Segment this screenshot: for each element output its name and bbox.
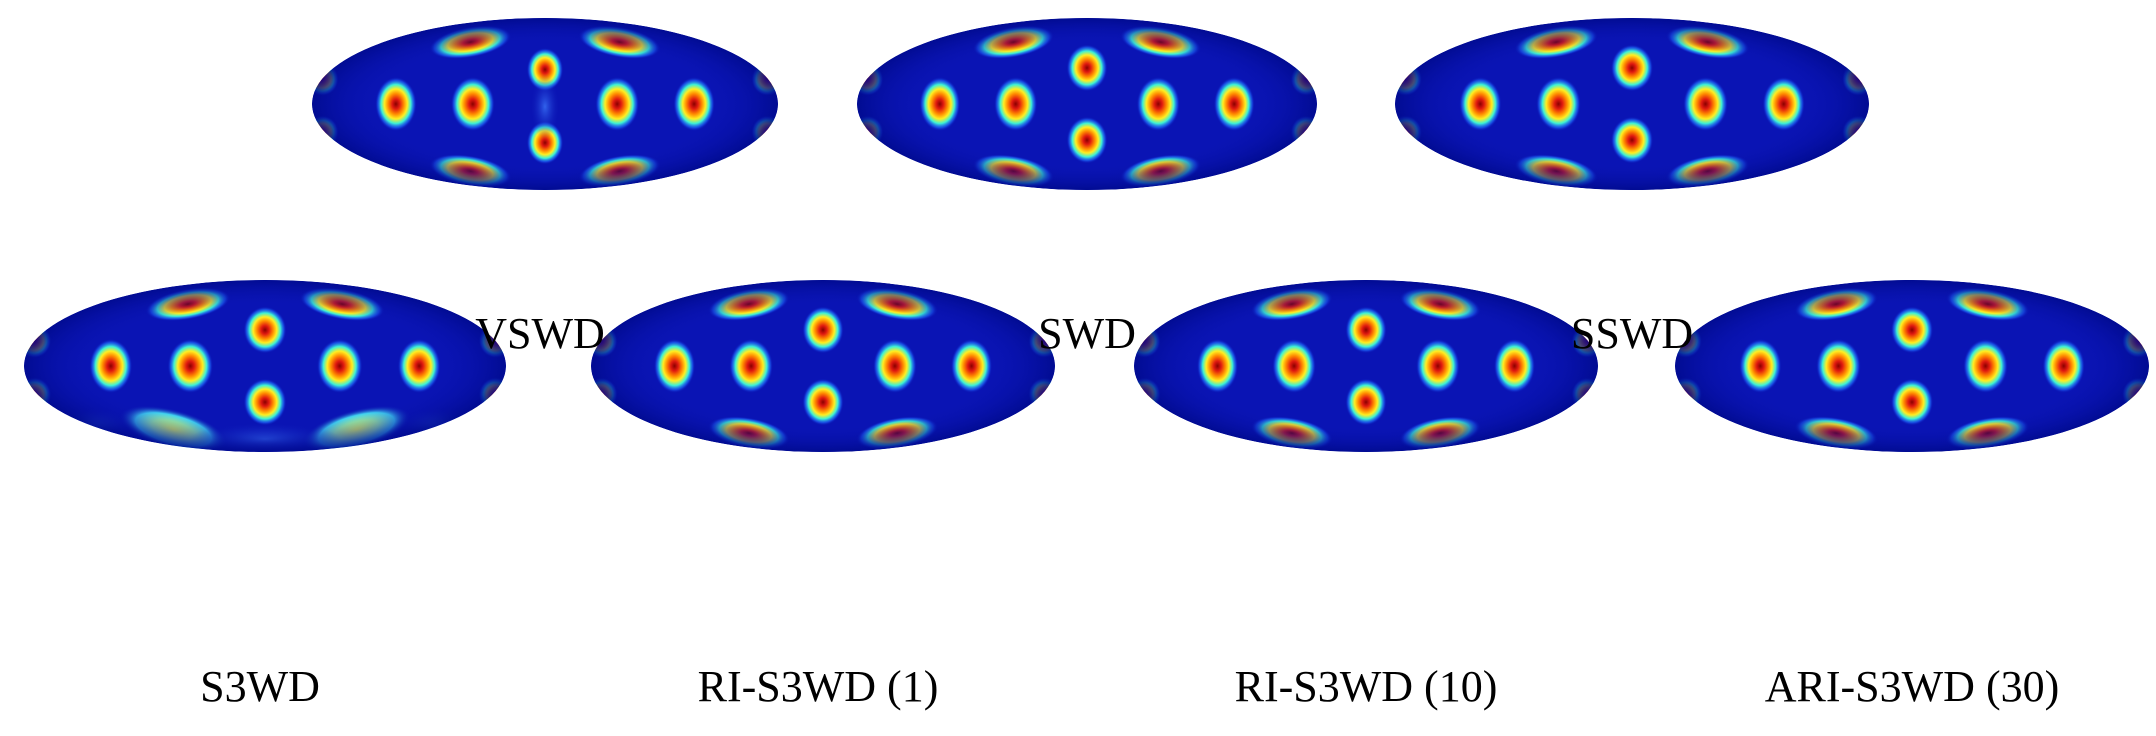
heatmap-panel-ri-s3wd-1 [591, 280, 1055, 452]
sphere-rim-shade [591, 280, 1055, 452]
caption-vswd: VSWD [475, 309, 605, 358]
heatmap-panel-ari-s3wd-30 [1675, 280, 2149, 452]
sphere-rim-shade [1395, 18, 1869, 190]
heatmap-panel-s3wd [24, 280, 506, 452]
caption-s3wd: S3WD [200, 662, 320, 711]
sphere-rim-shade [1134, 280, 1598, 452]
sphere-rim-shade [1675, 280, 2149, 452]
caption-ari-s3wd-30: ARI-S3WD (30) [1764, 662, 2060, 711]
heatmap-panel-swd [857, 18, 1317, 190]
heatmap-panel-vswd [312, 18, 778, 190]
caption-sswd: SSWD [1570, 309, 1694, 358]
sphere-rim-shade [24, 280, 506, 452]
caption-ri-s3wd-1: RI-S3WD (1) [697, 662, 939, 711]
sphere-rim-shade [312, 18, 778, 190]
caption-ri-s3wd-10: RI-S3WD (10) [1234, 662, 1498, 711]
panels-layer [24, 18, 2149, 452]
heatmap-panel-sswd [1395, 18, 1869, 190]
caption-swd: SWD [1038, 309, 1136, 358]
heatmap-panel-ri-s3wd-10 [1134, 280, 1598, 452]
sphere-rim-shade [857, 18, 1317, 190]
